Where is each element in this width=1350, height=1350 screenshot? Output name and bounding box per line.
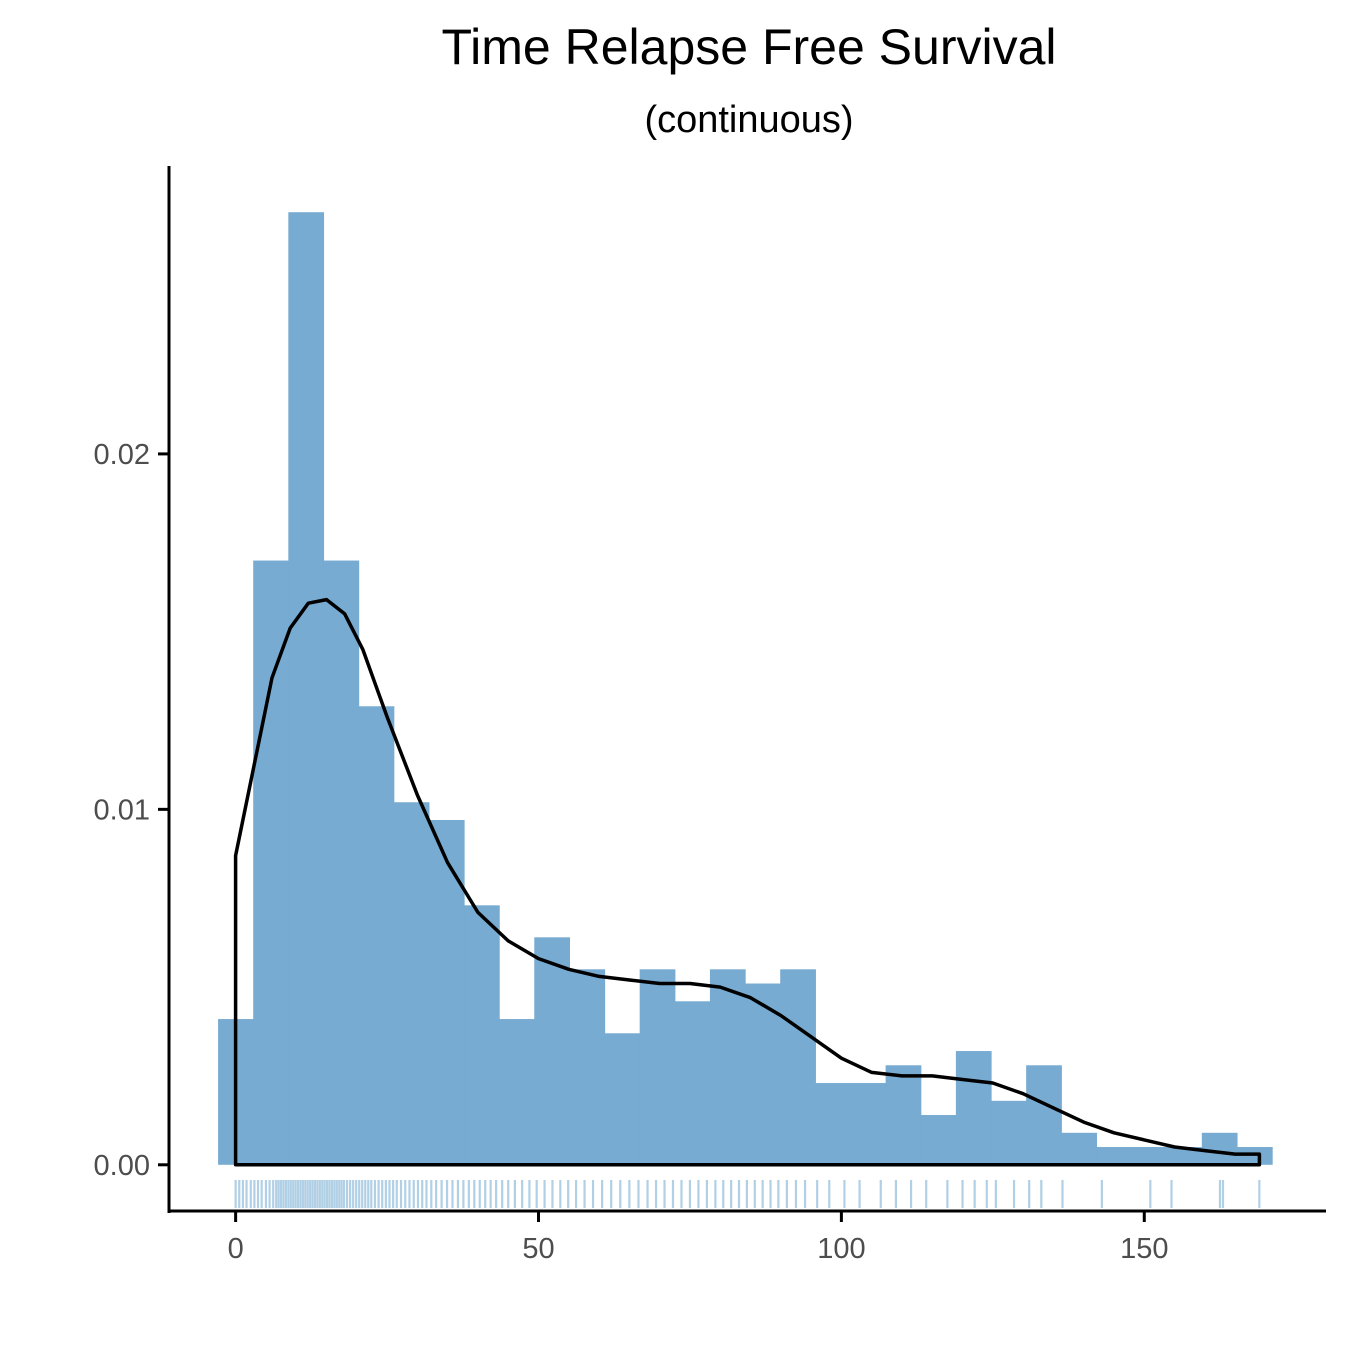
- histogram-bar: [288, 212, 325, 1165]
- histogram-bar: [780, 969, 816, 1165]
- histogram-bar: [464, 905, 500, 1165]
- histogram-bar: [358, 706, 395, 1165]
- histogram-bar: [1061, 1132, 1098, 1165]
- histogram-bar: [323, 560, 360, 1165]
- histogram-bar: [393, 802, 430, 1165]
- x-tick-label: 50: [522, 1233, 554, 1265]
- x-tick-label: 150: [1120, 1233, 1168, 1265]
- histogram-bar: [1026, 1065, 1062, 1165]
- histogram-bar: [604, 1033, 641, 1165]
- histogram-bar: [1166, 1147, 1203, 1165]
- histogram-bar: [1131, 1147, 1168, 1165]
- chart-subtitle: (continuous): [644, 99, 853, 141]
- x-tick-label: 0: [228, 1233, 244, 1265]
- histogram-bar: [1201, 1132, 1238, 1165]
- histogram-bar: [815, 1083, 852, 1165]
- histogram-bar: [920, 1115, 957, 1165]
- histogram-bars: [218, 212, 1273, 1165]
- histogram-bar: [1236, 1147, 1273, 1165]
- y-tick-label: 0.01: [94, 794, 150, 826]
- histogram-bar: [534, 937, 571, 1165]
- histogram-bar: [885, 1065, 922, 1165]
- histogram-bar: [569, 969, 606, 1165]
- chart-title: Time Relapse Free Survival: [441, 19, 1056, 75]
- x-axis-ticks: 0 50 100 150: [228, 1211, 1168, 1265]
- histogram-bar: [428, 820, 465, 1165]
- x-tick-label: 100: [817, 1233, 865, 1265]
- histogram-bar: [709, 969, 746, 1165]
- histogram-bar: [991, 1100, 1027, 1165]
- histogram-bar: [674, 1001, 711, 1165]
- histogram-bar: [1096, 1147, 1133, 1165]
- y-tick-label: 0.00: [94, 1150, 150, 1182]
- rug-marks: [234, 1180, 1261, 1208]
- histogram-bar: [253, 560, 289, 1165]
- y-tick-label: 0.02: [94, 439, 150, 471]
- histogram-bar: [639, 969, 676, 1165]
- y-axis-ticks: 0.00 0.01 0.02: [94, 439, 169, 1182]
- histogram-bar: [850, 1083, 887, 1165]
- histogram-bar: [499, 1019, 535, 1165]
- density-curve: [233, 597, 1262, 1167]
- histogram-bar: [955, 1051, 992, 1165]
